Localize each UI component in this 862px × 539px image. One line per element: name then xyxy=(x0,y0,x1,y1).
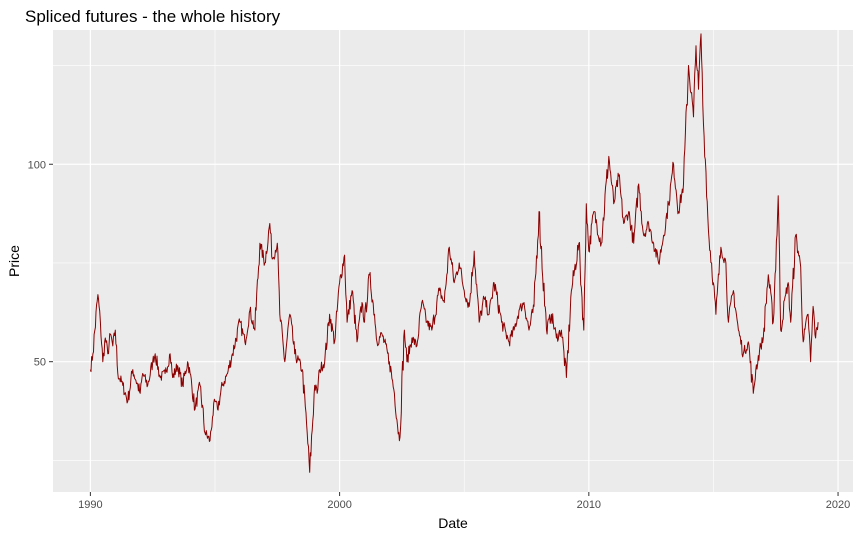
x-tick-label: 2000 xyxy=(327,499,351,511)
chart-title: Spliced futures - the whole history xyxy=(25,7,281,26)
y-tick-label: 50 xyxy=(34,357,46,369)
series-layer xyxy=(89,33,819,473)
series-line-0 xyxy=(89,33,819,473)
x-tick-label: 2020 xyxy=(826,499,850,511)
plot-panel xyxy=(53,30,853,492)
y-axis-ticks: 50 100 xyxy=(28,159,53,369)
y-axis-title: Price xyxy=(6,245,22,277)
x-tick-label: 1990 xyxy=(78,499,102,511)
y-tick-label: 100 xyxy=(28,159,46,171)
minor-gridlines xyxy=(53,30,853,492)
major-gridlines xyxy=(53,30,853,492)
x-tick-label: 2010 xyxy=(577,499,601,511)
x-axis-ticks: 1990 2000 2010 2020 xyxy=(78,492,850,511)
x-axis-title: Date xyxy=(438,515,468,531)
